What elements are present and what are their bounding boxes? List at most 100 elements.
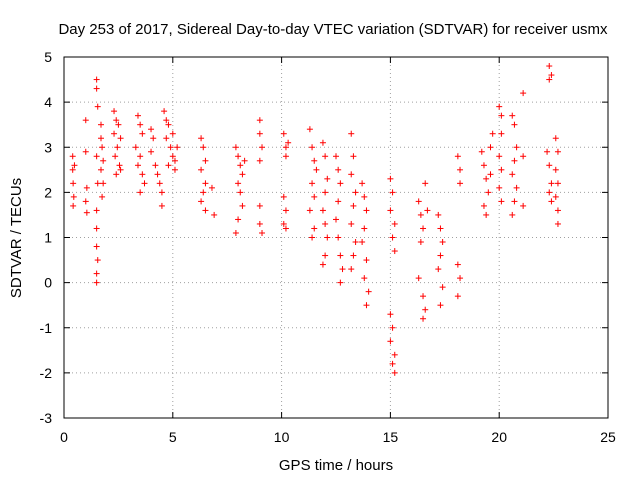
data-point	[111, 130, 118, 137]
data-point	[361, 193, 368, 200]
data-point	[387, 175, 394, 182]
data-point	[165, 162, 172, 169]
data-point	[333, 153, 339, 160]
data-point	[509, 171, 516, 178]
data-point	[319, 261, 326, 268]
data-point	[70, 180, 77, 187]
data-point	[309, 180, 316, 187]
data-point	[239, 171, 246, 178]
data-point	[363, 302, 370, 309]
data-point	[435, 211, 442, 218]
data-point	[387, 311, 394, 318]
data-point	[113, 171, 120, 178]
data-point	[198, 166, 205, 173]
data-point	[113, 117, 120, 124]
data-point	[97, 121, 104, 128]
data-point	[548, 198, 555, 205]
data-point	[137, 153, 144, 160]
data-point	[417, 211, 424, 218]
data-point	[241, 157, 248, 164]
data-point	[163, 135, 170, 142]
data-point	[350, 202, 357, 209]
data-point	[198, 198, 205, 205]
data-point	[454, 261, 461, 268]
data-point	[139, 171, 146, 178]
data-point	[208, 184, 215, 191]
data-point	[161, 108, 168, 115]
x-tick-labels: 0 5 10 15 20 25	[60, 429, 616, 445]
data-point	[511, 157, 518, 164]
data-point	[511, 198, 518, 205]
data-point	[256, 202, 263, 209]
x-tick-label: 20	[491, 429, 507, 445]
chart-title: Day 253 of 2017, Sidereal Day-to-day VTE…	[58, 21, 608, 38]
data-point	[256, 157, 263, 164]
data-point	[158, 202, 165, 209]
data-point	[485, 189, 492, 196]
data-point	[513, 184, 520, 191]
data-point	[116, 162, 123, 169]
data-point	[489, 130, 496, 137]
data-point	[117, 166, 124, 173]
data-point	[311, 193, 318, 200]
data-point	[259, 229, 266, 236]
data-point	[361, 275, 368, 282]
data-point	[457, 275, 464, 282]
y-tick-label: -2	[40, 365, 53, 381]
data-point	[487, 144, 494, 151]
data-point	[115, 121, 122, 128]
data-point	[520, 202, 527, 209]
x-tick-label: 25	[600, 429, 616, 445]
y-tick-labels: -3 -2 -1 0 1 2 3 4 5	[40, 49, 53, 426]
data-point	[97, 166, 104, 173]
data-point	[322, 153, 329, 160]
y-tick-label: 5	[44, 49, 52, 65]
data-point	[478, 148, 485, 155]
data-point	[165, 121, 172, 128]
data-point	[70, 202, 77, 209]
data-point	[544, 148, 551, 155]
data-point	[93, 225, 100, 232]
data-point	[202, 207, 209, 214]
data-point	[496, 184, 503, 191]
data-point	[235, 180, 242, 187]
data-point	[389, 324, 396, 331]
data-point	[389, 360, 396, 367]
data-points	[69, 63, 561, 376]
data-point	[552, 193, 559, 200]
data-point	[93, 85, 100, 92]
data-point	[235, 216, 242, 223]
data-point	[82, 117, 89, 124]
data-point	[83, 209, 90, 216]
data-point	[348, 266, 355, 273]
data-point	[554, 180, 561, 187]
data-point	[483, 211, 490, 218]
data-point	[200, 144, 207, 151]
data-point	[337, 180, 344, 187]
data-point	[83, 184, 90, 191]
data-point	[132, 144, 139, 151]
data-point	[171, 166, 178, 173]
data-point	[554, 207, 561, 214]
data-point	[152, 162, 159, 169]
data-point	[134, 162, 141, 169]
data-point	[282, 225, 289, 232]
data-point	[548, 180, 555, 187]
y-tick-label: 1	[44, 230, 52, 246]
data-point	[280, 220, 287, 227]
data-point	[457, 166, 464, 173]
data-point	[457, 180, 464, 187]
data-point	[202, 157, 209, 164]
data-point	[391, 248, 398, 255]
data-point	[306, 207, 313, 214]
data-point	[235, 153, 242, 160]
data-point	[337, 252, 344, 259]
data-point	[94, 180, 101, 187]
data-point	[282, 144, 289, 151]
data-point	[167, 144, 174, 151]
data-point	[158, 189, 165, 196]
data-point	[324, 234, 331, 241]
data-point	[280, 193, 287, 200]
data-point	[496, 103, 503, 110]
